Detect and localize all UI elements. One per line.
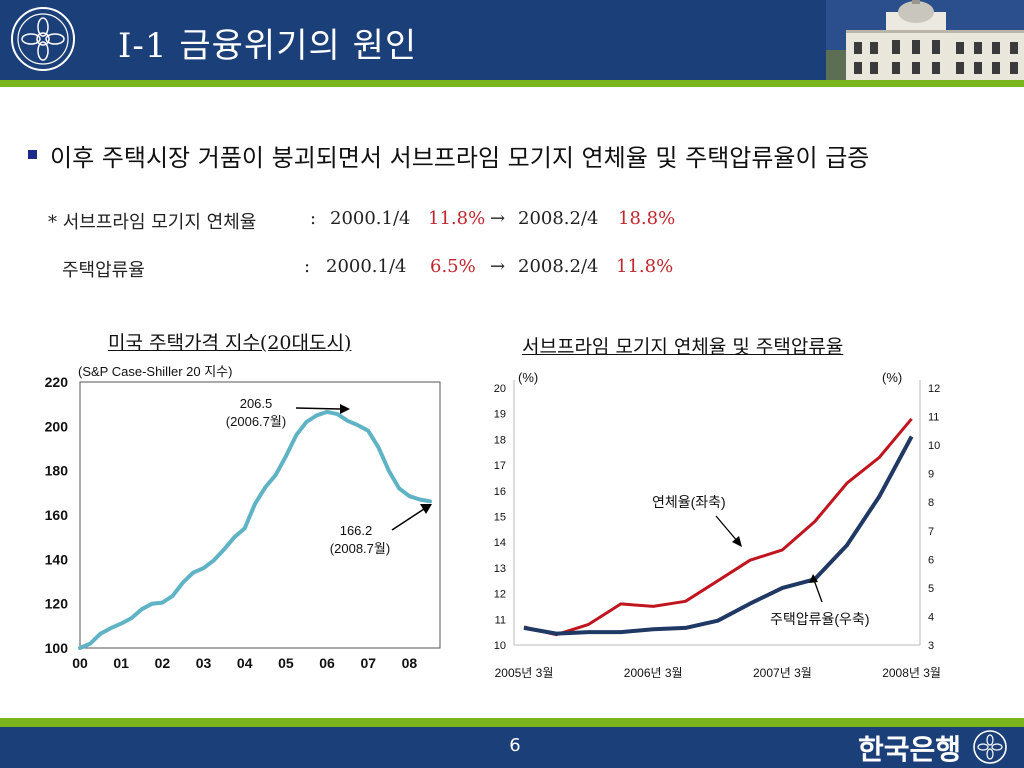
stat-from-period: 2000.1/4 bbox=[330, 208, 411, 229]
label-arrow-foreclosure bbox=[813, 579, 823, 603]
x-tick-label: 07 bbox=[360, 655, 376, 671]
y-tick-label: 220 bbox=[45, 374, 69, 390]
y-right-tick-label: 6 bbox=[928, 554, 934, 566]
header-accent-stripe bbox=[0, 80, 1024, 87]
x-tick-label: 2005년 3월 bbox=[495, 666, 554, 680]
stat-from-value: 11.8% bbox=[428, 208, 486, 229]
label-arrow-delinquency bbox=[715, 515, 739, 543]
annotation-arrow-peak bbox=[295, 407, 341, 410]
x-tick-label: 00 bbox=[72, 655, 88, 671]
bullet-icon bbox=[28, 150, 37, 159]
series-line-foreclosure bbox=[523, 435, 914, 636]
annotation-arrow-latest bbox=[391, 508, 425, 531]
y-left-tick-label: 10 bbox=[494, 640, 506, 652]
stat-from-period: 2000.1/4 bbox=[326, 256, 407, 277]
slide-title: I-1 금융위기의 원인 bbox=[118, 26, 418, 66]
y-left-tick-label: 13 bbox=[494, 563, 506, 575]
stat-arrow: → bbox=[490, 208, 506, 229]
stat-to-value: 11.8% bbox=[616, 256, 674, 277]
page-number: 6 bbox=[509, 735, 521, 756]
bank-building-photo bbox=[826, 0, 1024, 80]
y-tick-label: 180 bbox=[45, 463, 69, 479]
stat-label-delinquency: * 서브프라임 모기지 연체율 bbox=[48, 212, 257, 233]
annotation-latest-value: 166.2 bbox=[340, 523, 373, 538]
bank-emblem-icon bbox=[973, 730, 1007, 764]
label-arrowhead-delinquency bbox=[732, 536, 742, 547]
y-right-tick-label: 7 bbox=[928, 526, 934, 538]
y-right-tick-label: 3 bbox=[928, 640, 934, 652]
annotation-peak-value: 206.5 bbox=[240, 396, 273, 411]
series-label-delinquency: 연체율(좌축) bbox=[652, 494, 726, 510]
y-tick-label: 160 bbox=[45, 507, 69, 523]
y-right-tick-label: 10 bbox=[928, 440, 940, 452]
series-line-delinquency bbox=[523, 417, 913, 637]
x-tick-label: 06 bbox=[319, 655, 335, 671]
y-left-tick-label: 16 bbox=[494, 486, 506, 498]
y-right-tick-label: 9 bbox=[928, 469, 934, 481]
left-axis-unit: (%) bbox=[518, 370, 538, 385]
series-line-house-price bbox=[78, 409, 432, 650]
delinquency-foreclosure-chart: (%) (%) 10 11 12 13 14 15 16 17 18 19 20 3 4 5 6 7 8 9 10 11 1… bbox=[494, 370, 941, 680]
y-left-tick-label: 17 bbox=[494, 460, 506, 472]
stat-to-period: 2008.2/4 bbox=[518, 208, 599, 229]
series-label-foreclosure: 주택압류율(우축) bbox=[770, 611, 869, 627]
y-left-tick-label: 11 bbox=[495, 614, 506, 626]
right-axis-unit: (%) bbox=[882, 370, 902, 385]
annotation-arrowhead-peak bbox=[340, 404, 350, 414]
x-tick-label: 01 bbox=[113, 655, 129, 671]
x-tick-label: 03 bbox=[196, 655, 212, 671]
y-left-tick-label: 19 bbox=[494, 409, 506, 421]
x-tick-label: 08 bbox=[402, 655, 418, 671]
y-tick-label: 200 bbox=[45, 418, 69, 434]
y-right-tick-label: 8 bbox=[928, 497, 934, 509]
x-tick-label: 02 bbox=[155, 655, 171, 671]
annotation-arrowhead-latest bbox=[420, 504, 432, 514]
bank-name: 한국은행 bbox=[858, 733, 962, 766]
y-right-tick-label: 5 bbox=[928, 583, 934, 595]
stat-colon: : bbox=[304, 256, 311, 277]
x-tick-label: 05 bbox=[278, 655, 294, 671]
footer-accent-stripe bbox=[0, 718, 1024, 727]
y-tick-label: 100 bbox=[45, 640, 69, 656]
y-left-tick-label: 18 bbox=[494, 434, 506, 446]
x-tick-label: 2008년 3월 bbox=[882, 666, 941, 680]
y-tick-label: 120 bbox=[45, 596, 69, 612]
stat-arrow: → bbox=[490, 256, 506, 277]
house-price-chart: (S&P Case-Shiller 20 지수) 100 120 140 160 180 2… bbox=[45, 364, 441, 671]
x-tick-label: 04 bbox=[237, 655, 253, 671]
annotation-latest-date: (2008.7월) bbox=[330, 541, 390, 556]
label-arrowhead-foreclosure bbox=[809, 574, 818, 583]
y-left-tick-label: 20 bbox=[494, 383, 506, 395]
stat-label-foreclosure: 주택압류율 bbox=[62, 260, 145, 281]
y-left-tick-label: 12 bbox=[494, 589, 506, 601]
stat-to-value: 18.8% bbox=[618, 208, 676, 229]
y-tick-label: 140 bbox=[45, 551, 69, 567]
bank-emblem-icon bbox=[11, 7, 75, 71]
plot-frame bbox=[79, 381, 441, 649]
y-right-tick-label: 12 bbox=[928, 383, 940, 395]
x-tick-label: 2006년 3월 bbox=[624, 666, 683, 680]
y-right-tick-label: 11 bbox=[928, 412, 939, 424]
footer-bar bbox=[0, 727, 1024, 768]
chart-subtitle: (S&P Case-Shiller 20 지수) bbox=[78, 364, 232, 379]
stat-to-period: 2008.2/4 bbox=[518, 256, 599, 277]
stat-colon: : bbox=[310, 208, 317, 229]
chart2-title: 서브프라임 모기지 연체율 및 주택압류율 bbox=[522, 336, 844, 358]
bullet-text: 이후 주택시장 거품이 붕괴되면서 서브프라임 모기지 연체율 및 주택압류율이… bbox=[50, 144, 870, 172]
chart1-title: 미국 주택가격 지수(20대도시) bbox=[108, 332, 352, 354]
y-right-tick-label: 4 bbox=[928, 611, 934, 623]
y-left-tick-label: 14 bbox=[494, 537, 506, 549]
x-tick-label: 2007년 3월 bbox=[753, 666, 812, 680]
y-left-tick-label: 15 bbox=[494, 512, 506, 524]
annotation-peak-date: (2006.7월) bbox=[226, 414, 286, 429]
stat-from-value: 6.5% bbox=[430, 256, 476, 277]
